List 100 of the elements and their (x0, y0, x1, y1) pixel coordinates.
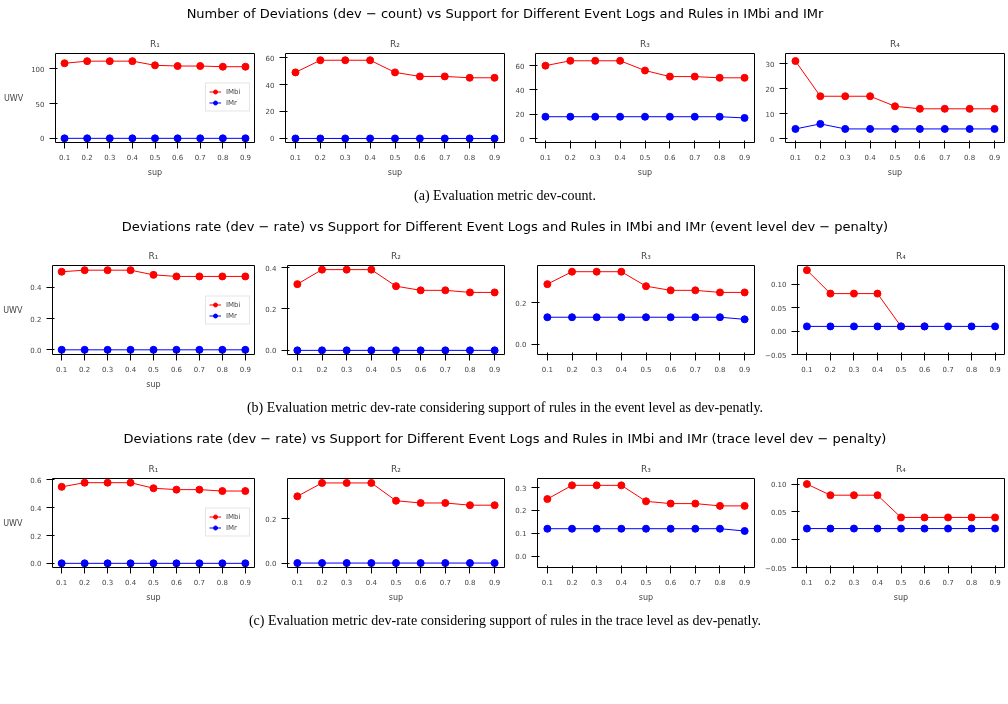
point (990, 124, 999, 133)
point (241, 486, 250, 495)
point (391, 67, 399, 76)
point (293, 280, 302, 289)
point (291, 67, 300, 76)
point (897, 513, 905, 522)
point (802, 322, 811, 331)
point (218, 272, 227, 281)
point (690, 72, 699, 81)
point (873, 524, 882, 533)
point (891, 124, 899, 133)
x-axis-title: sup (387, 167, 403, 177)
text: Number of Deviations (dev − count) vs Support for Different Event Logs and Rules in IMbi and IMr (186, 5, 824, 23)
point (642, 313, 650, 322)
chart-title: R₂ (391, 250, 402, 261)
point (568, 267, 577, 276)
point (241, 133, 250, 142)
point (126, 345, 135, 354)
x-axis-title: sup (146, 379, 161, 389)
point (196, 61, 205, 70)
point (915, 124, 924, 133)
point (873, 289, 882, 298)
point (316, 134, 325, 143)
point (965, 124, 974, 133)
point (967, 322, 976, 331)
point (490, 134, 499, 143)
point (897, 524, 905, 533)
point (291, 134, 300, 143)
point (490, 73, 499, 82)
point (666, 524, 675, 533)
point (172, 345, 181, 354)
point (617, 267, 626, 276)
chart-title: R₁ (148, 250, 159, 261)
point (126, 478, 135, 487)
point (490, 346, 499, 355)
point (465, 288, 474, 297)
x-axis-title: sup (146, 592, 161, 602)
point (802, 479, 811, 488)
point (802, 266, 811, 275)
point (715, 288, 724, 297)
point (128, 133, 137, 142)
point (367, 265, 376, 274)
point (568, 313, 577, 322)
point (591, 56, 600, 65)
point (195, 345, 204, 354)
point (241, 272, 250, 281)
point (318, 265, 327, 274)
point (826, 322, 835, 331)
point (293, 558, 302, 567)
point (642, 497, 650, 505)
chart-title: R₁ (150, 38, 161, 49)
point (715, 73, 724, 82)
point (103, 478, 112, 487)
chart-title: R₃ (641, 250, 652, 261)
point (641, 112, 649, 121)
point (616, 112, 625, 121)
point (366, 134, 375, 143)
point (666, 499, 675, 508)
point (196, 133, 205, 142)
chart-title: R₃ (641, 463, 652, 474)
point (715, 112, 724, 121)
point (218, 559, 227, 568)
point (195, 559, 204, 568)
point (802, 524, 811, 533)
point (342, 265, 351, 274)
point (392, 282, 400, 291)
point (591, 112, 600, 121)
point (541, 112, 550, 121)
point (543, 280, 552, 289)
point (57, 482, 66, 491)
point (666, 286, 675, 295)
point (944, 513, 953, 522)
point (691, 524, 700, 533)
x-axis-title: sup (893, 592, 909, 602)
y-axis-title: UWV (3, 518, 23, 528)
point (642, 282, 650, 291)
point (293, 346, 302, 355)
point (965, 104, 974, 113)
chart-title: R₄ (896, 463, 907, 474)
point (80, 345, 89, 354)
point (173, 61, 182, 70)
x-axis-title: sup (388, 592, 404, 602)
point (592, 524, 601, 533)
point (60, 133, 69, 142)
point (465, 73, 474, 82)
point (543, 313, 552, 322)
point (241, 559, 250, 568)
point (490, 500, 499, 509)
point (391, 134, 399, 143)
point (366, 55, 375, 64)
point (691, 286, 700, 295)
point (715, 313, 724, 322)
point (241, 345, 250, 354)
point (592, 267, 601, 276)
point (103, 559, 112, 568)
point (816, 91, 825, 100)
point (617, 313, 626, 322)
point (465, 346, 474, 355)
point (740, 501, 749, 510)
point (791, 56, 800, 65)
